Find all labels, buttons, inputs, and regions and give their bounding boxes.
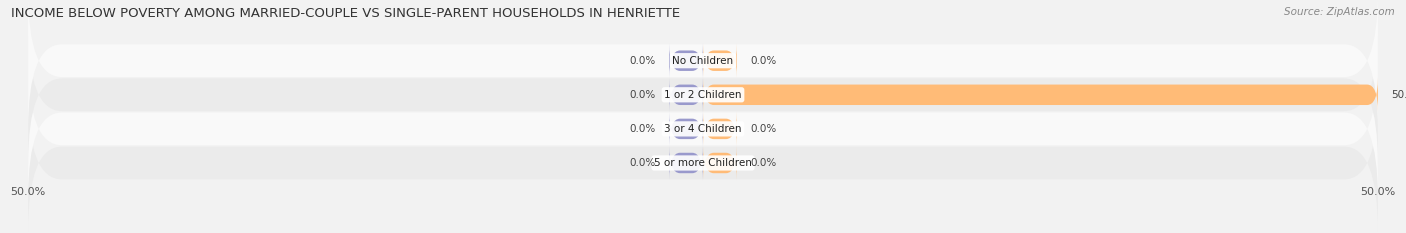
FancyBboxPatch shape bbox=[28, 60, 1378, 198]
FancyBboxPatch shape bbox=[669, 78, 703, 112]
Text: 0.0%: 0.0% bbox=[630, 158, 655, 168]
Text: 3 or 4 Children: 3 or 4 Children bbox=[664, 124, 742, 134]
FancyBboxPatch shape bbox=[703, 78, 1378, 112]
Text: 0.0%: 0.0% bbox=[630, 90, 655, 100]
Text: 0.0%: 0.0% bbox=[751, 158, 776, 168]
Text: 0.0%: 0.0% bbox=[751, 56, 776, 66]
FancyBboxPatch shape bbox=[28, 94, 1378, 232]
Text: 0.0%: 0.0% bbox=[630, 124, 655, 134]
FancyBboxPatch shape bbox=[703, 112, 737, 146]
FancyBboxPatch shape bbox=[28, 26, 1378, 164]
Text: INCOME BELOW POVERTY AMONG MARRIED-COUPLE VS SINGLE-PARENT HOUSEHOLDS IN HENRIET: INCOME BELOW POVERTY AMONG MARRIED-COUPL… bbox=[11, 7, 681, 20]
Text: 1 or 2 Children: 1 or 2 Children bbox=[664, 90, 742, 100]
FancyBboxPatch shape bbox=[28, 0, 1378, 130]
FancyBboxPatch shape bbox=[669, 44, 703, 78]
Text: 0.0%: 0.0% bbox=[630, 56, 655, 66]
FancyBboxPatch shape bbox=[669, 112, 703, 146]
FancyBboxPatch shape bbox=[703, 44, 737, 78]
Text: Source: ZipAtlas.com: Source: ZipAtlas.com bbox=[1284, 7, 1395, 17]
FancyBboxPatch shape bbox=[703, 146, 737, 180]
FancyBboxPatch shape bbox=[669, 146, 703, 180]
Text: No Children: No Children bbox=[672, 56, 734, 66]
Text: 50.0%: 50.0% bbox=[1392, 90, 1406, 100]
Text: 5 or more Children: 5 or more Children bbox=[654, 158, 752, 168]
Text: 0.0%: 0.0% bbox=[751, 124, 776, 134]
